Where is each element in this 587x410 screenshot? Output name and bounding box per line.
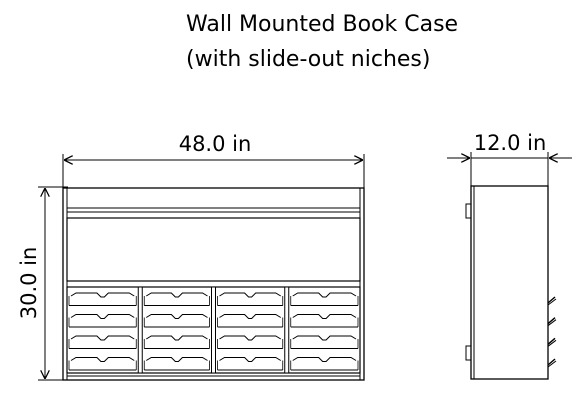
depth-label: 12.0 in [474,131,547,155]
slide-out-bracket [547,317,557,327]
width-label: 48.0 in [179,132,252,156]
side-view-body [470,185,549,380]
depth-dimension: 12.0 in [447,131,572,186]
drawing-title: Wall Mounted Book Case [186,12,459,37]
height-dimension: 30.0 in [17,186,68,381]
slide-out-niche [68,292,137,306]
width-dimension: 48.0 in [62,132,365,212]
niche-divider [137,286,143,374]
slide-out-niche [68,357,137,371]
slide-out-niche [290,314,359,328]
slide-out-bracket [547,337,557,347]
slide-out-niche [290,357,359,371]
slide-out-niche [143,357,210,371]
upper-compartment [66,217,361,282]
slide-out-bracket [547,296,557,306]
slide-out-niche [217,314,284,328]
slide-out-niche [68,314,137,328]
drawing-subtitle: (with slide-out niches) [186,47,431,72]
slide-out-niche [217,335,284,349]
slide-out-bracket [547,358,557,368]
slide-out-niche [143,292,210,306]
slide-out-niche [290,335,359,349]
wall-cleat-bottom [465,345,472,361]
slide-out-niche [217,292,284,306]
wall-cleat-top [465,203,472,219]
slide-out-niche [290,292,359,306]
side-view [465,185,557,380]
top-shelf [66,207,361,213]
slide-out-niche [143,314,210,328]
slide-out-niche [68,335,137,349]
slide-out-niche [217,357,284,371]
side-brackets [547,296,557,368]
niche-divider [211,286,216,374]
slide-out-niche [143,335,210,349]
front-view-frame [62,187,365,381]
front-view [62,187,365,381]
height-label: 30.0 in [17,247,41,320]
niche-divider [284,286,290,374]
niche-grid [68,286,359,374]
